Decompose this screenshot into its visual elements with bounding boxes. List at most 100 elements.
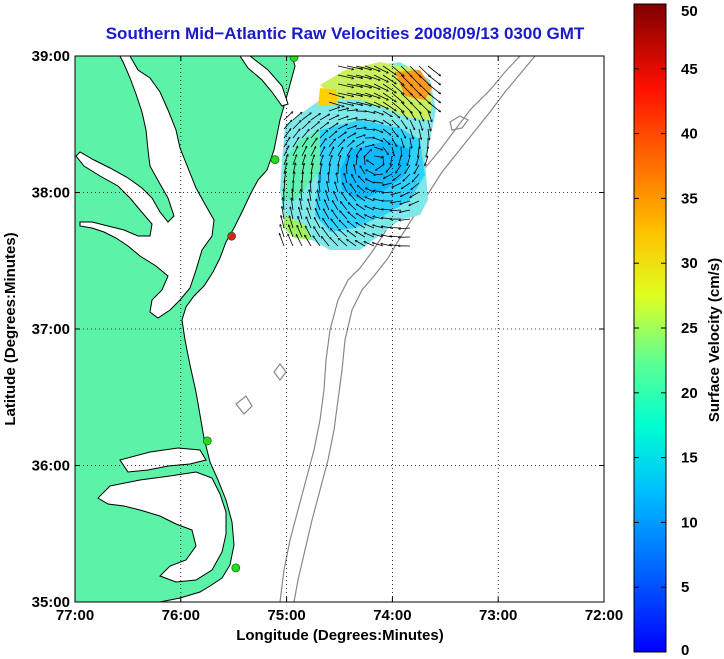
x-axis-label: Longitude (Degrees:Minutes) (236, 627, 444, 644)
velocity-vector (364, 74, 380, 80)
velocity-vector (328, 92, 344, 98)
velocity-vector (324, 200, 330, 211)
velocity-vector (390, 210, 402, 211)
colorbar-ticks: 0 5 10 15 20 25 30 35 40 45 50 (634, 3, 698, 659)
velocity-vector (400, 137, 404, 148)
velocity-vector (386, 164, 393, 172)
velocity-vector (373, 74, 388, 82)
velocity-vector (301, 138, 308, 148)
velocity-vector (279, 233, 285, 247)
velocity-vector (332, 200, 339, 211)
velocity-vector (373, 155, 383, 157)
velocity-vector (427, 83, 441, 94)
velocity-vector (364, 129, 375, 130)
delaware-bay (239, 56, 289, 107)
velocity-vector (409, 128, 413, 139)
velocity-vectors (279, 65, 441, 247)
chesapeake-bay (75, 56, 215, 319)
velocity-vector (283, 154, 288, 166)
velocity-vector (346, 155, 349, 166)
velocity-vector (346, 101, 363, 105)
velocity-vector (330, 237, 339, 247)
velocity-vector (383, 173, 393, 179)
velocity-vector (339, 220, 348, 229)
velocity-vector (391, 83, 404, 94)
velocity-vector (383, 155, 384, 165)
velocity-vector (382, 92, 396, 102)
velocity-vector (346, 164, 347, 175)
velocity-vector (419, 137, 420, 149)
velocity-vector (373, 128, 383, 133)
velocity-vector (309, 190, 312, 202)
velocity-vector (364, 119, 375, 122)
velocity-vector (358, 176, 366, 184)
velocity-vector (310, 181, 311, 193)
colorbar-tick-label: 40 (681, 126, 698, 143)
velocity-vector (300, 198, 303, 211)
velocity-vector (373, 182, 384, 183)
velocity-vector (310, 122, 320, 130)
velocity-vector (410, 191, 420, 198)
velocity-vector (355, 92, 372, 97)
velocity-vector (373, 199, 384, 202)
velocity-vector (409, 119, 415, 130)
velocity-vector (372, 243, 384, 247)
velocity-vector (373, 146, 383, 150)
velocity-vector (382, 101, 396, 111)
velocity-vector (328, 107, 340, 112)
velocity-vector (341, 192, 348, 202)
velocity-vector (418, 110, 424, 121)
velocity-vector (391, 65, 404, 76)
colorbar-tick-label: 25 (681, 320, 698, 337)
colorbar-tick-label: 10 (681, 514, 698, 531)
velocity-vector (307, 208, 312, 220)
velocity-vector (325, 190, 330, 202)
velocity-vector (292, 129, 300, 139)
velocity-vector (331, 219, 339, 229)
velocity-vector (391, 128, 398, 137)
velocity-vector (373, 119, 383, 124)
velocity-vector (382, 74, 396, 84)
radar-station-marker (289, 56, 299, 62)
velocity-vector (400, 191, 411, 197)
velocity-vector (391, 74, 404, 85)
velocity-vector (347, 239, 357, 247)
colorbar (633, 3, 667, 653)
bathymetry-contour (279, 56, 521, 602)
velocity-vector (416, 155, 420, 166)
velocity-vector (399, 218, 411, 221)
velocity-vector (382, 110, 392, 117)
velocity-vector (305, 226, 312, 238)
velocity-vector (356, 204, 366, 211)
velocity-vector (351, 174, 357, 184)
velocity-vector (357, 195, 366, 202)
velocity-vector (360, 166, 366, 175)
velocity-vector (346, 126, 357, 130)
velocity-vector (344, 173, 348, 184)
velocity-vector (319, 138, 326, 148)
velocity-vector (346, 148, 352, 157)
radar-station-marker (227, 231, 237, 241)
velocity-vector (337, 139, 345, 148)
velocity-vector (283, 112, 293, 121)
velocity-vector (355, 142, 364, 148)
velocity-vector (364, 156, 365, 166)
velocity-vector (281, 215, 285, 229)
velocity-vector (382, 83, 396, 93)
velocity-vector (340, 201, 348, 211)
x-tick-label: 72:00 (585, 607, 623, 624)
radar-station-marker (231, 563, 241, 573)
velocity-vector (400, 110, 408, 119)
velocity-vector (405, 164, 411, 174)
velocity-vector (289, 225, 294, 238)
velocity-vector (337, 116, 348, 121)
hf-radar-stations (202, 56, 299, 573)
velocity-vector (327, 181, 330, 193)
velocity-vector (319, 122, 329, 130)
velocity-vector (427, 119, 431, 131)
velocity-vector (365, 179, 375, 184)
colorbar-tick-label: 5 (681, 579, 689, 596)
velocity-vector (292, 189, 293, 202)
velocity-vector (301, 113, 311, 121)
velocity-vector (412, 173, 420, 182)
